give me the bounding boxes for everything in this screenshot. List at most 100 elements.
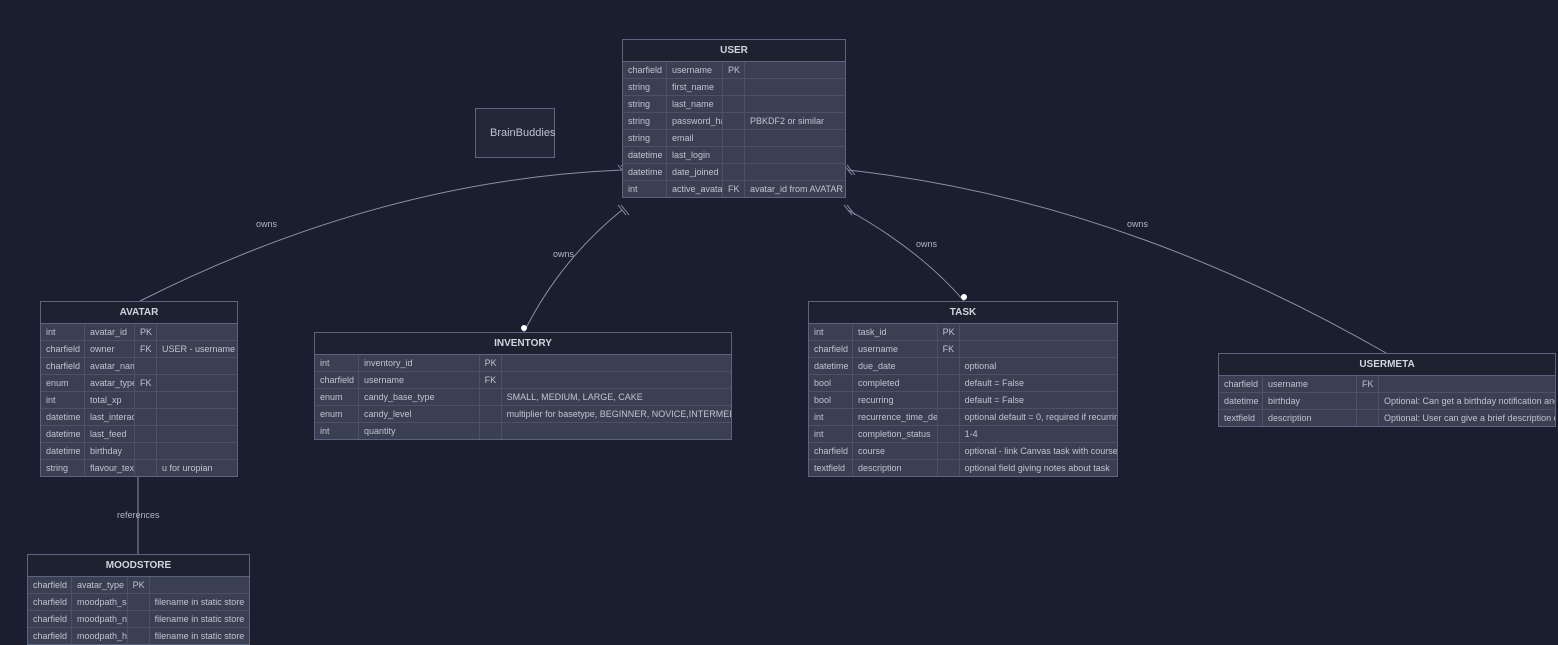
cell-note: default = False: [960, 375, 1117, 391]
entity-row[interactable]: boolcompleteddefault = False: [809, 375, 1117, 392]
cell-name: candy_level: [359, 406, 480, 422]
cell-note: USER - username: [157, 341, 237, 357]
entity-inventory[interactable]: INVENTORYintinventory_idPKcharfieldusern…: [314, 332, 732, 440]
entity-row[interactable]: inttotal_xp: [41, 392, 237, 409]
cell-key: [723, 96, 745, 112]
cell-type: charfield: [1219, 376, 1263, 392]
cell-type: string: [623, 79, 667, 95]
entity-row[interactable]: datetimedate_joined: [623, 164, 845, 181]
entity-row[interactable]: stringlast_name: [623, 96, 845, 113]
cell-type: enum: [41, 375, 85, 391]
entity-row[interactable]: textfielddescriptionoptional field givin…: [809, 460, 1117, 476]
entity-avatar[interactable]: AVATARintavatar_idPKcharfieldownerFKUSER…: [40, 301, 238, 477]
entity-row[interactable]: intcompletion_status1-4: [809, 426, 1117, 443]
entity-row[interactable]: charfieldusernameFK: [315, 372, 731, 389]
entity-row[interactable]: charfieldusernameFK: [1219, 376, 1555, 393]
cell-key: [480, 389, 502, 405]
entity-row[interactable]: datetimelast_login: [623, 147, 845, 164]
entity-row[interactable]: charfieldavatar_typePK: [28, 577, 249, 594]
entity-row[interactable]: inttask_idPK: [809, 324, 1117, 341]
cell-name: completed: [853, 375, 938, 391]
entity-row[interactable]: datetimebirthday: [41, 443, 237, 460]
cell-note: [502, 423, 731, 439]
cell-key: [938, 392, 960, 408]
cell-type: int: [809, 324, 853, 340]
entity-user[interactable]: USERcharfieldusernamePKstringfirst_names…: [622, 39, 846, 198]
entity-row[interactable]: intrecurrence_time_deltaoptional default…: [809, 409, 1117, 426]
entity-row[interactable]: boolrecurringdefault = False: [809, 392, 1117, 409]
relation-label: owns: [553, 249, 574, 259]
entity-row[interactable]: charfieldusernamePK: [623, 62, 845, 79]
cell-name: recurring: [853, 392, 938, 408]
cell-key: [938, 426, 960, 442]
cell-note: filename in static store: [150, 628, 249, 644]
entity-row[interactable]: charfieldusernameFK: [809, 341, 1117, 358]
cell-key: PK: [938, 324, 960, 340]
entity-row[interactable]: intactive_avatarFKavatar_id from AVATAR …: [623, 181, 845, 197]
entity-row[interactable]: intquantity: [315, 423, 731, 439]
entity-row[interactable]: charfieldcourseoptional - link Canvas ta…: [809, 443, 1117, 460]
cell-name: description: [853, 460, 938, 476]
cell-type: charfield: [623, 62, 667, 78]
cell-key: FK: [135, 375, 157, 391]
entity-row[interactable]: stringpassword_hash PBKDF2 or similar: [623, 113, 845, 130]
entity-row[interactable]: charfieldownerFKUSER - username: [41, 341, 237, 358]
entity-usermeta[interactable]: USERMETAcharfieldusernameFKdatetimebirth…: [1218, 353, 1556, 427]
entity-row[interactable]: stringemail: [623, 130, 845, 147]
cell-type: datetime: [1219, 393, 1263, 409]
entity-row[interactable]: textfielddescriptionOptional: User can g…: [1219, 410, 1555, 426]
entity-row[interactable]: charfieldmoodpath_happyfilename in stati…: [28, 628, 249, 644]
cell-type: datetime: [41, 443, 85, 459]
cell-name: birthday: [85, 443, 135, 459]
cell-name: username: [667, 62, 723, 78]
cell-type: datetime: [623, 164, 667, 180]
cell-note: [157, 426, 237, 442]
cell-note: multiplier for basetype, BEGINNER, NOVIC…: [502, 406, 731, 422]
cell-key: PK: [723, 62, 745, 78]
entity-header: INVENTORY: [315, 333, 731, 355]
cell-type: string: [623, 113, 667, 129]
cell-type: datetime: [41, 409, 85, 425]
cell-name: avatar_id: [85, 324, 135, 340]
cell-note: avatar_id from AVATAR table: [745, 181, 845, 197]
entity-row[interactable]: datetimebirthdayOptional: Can get a birt…: [1219, 393, 1555, 410]
cell-name: quantity: [359, 423, 480, 439]
cell-name: birthday: [1263, 393, 1357, 409]
cell-type: charfield: [28, 594, 72, 610]
entity-row[interactable]: enumcandy_base_typeSMALL, MEDIUM, LARGE,…: [315, 389, 731, 406]
entity-row[interactable]: stringfirst_name: [623, 79, 845, 96]
relation-label: owns: [916, 239, 937, 249]
cell-note: optional field giving notes about task: [960, 460, 1117, 476]
cell-key: PK: [135, 324, 157, 340]
entity-row[interactable]: datetimedue_dateoptional: [809, 358, 1117, 375]
entity-task[interactable]: TASKinttask_idPKcharfieldusernameFKdatet…: [808, 301, 1118, 477]
entity-row[interactable]: charfieldmoodpath_sadfilename in static …: [28, 594, 249, 611]
cell-note: Optional: User can give a brief descript…: [1379, 410, 1555, 426]
entity-header: TASK: [809, 302, 1117, 324]
cell-type: textfield: [1219, 410, 1263, 426]
cell-note: filename in static store: [150, 611, 249, 627]
cell-name: moodpath_happy: [72, 628, 128, 644]
entity-moodstore[interactable]: MOODSTOREcharfieldavatar_typePKcharfield…: [27, 554, 250, 645]
entity-row[interactable]: intavatar_idPK: [41, 324, 237, 341]
entity-row[interactable]: datetimelast_interaction: [41, 409, 237, 426]
cell-note: [157, 443, 237, 459]
cell-key: [723, 164, 745, 180]
cell-key: [723, 79, 745, 95]
entity-row[interactable]: enumcandy_levelmultiplier for basetype, …: [315, 406, 731, 423]
entity-row[interactable]: intinventory_idPK: [315, 355, 731, 372]
entity-row[interactable]: charfieldavatar_name: [41, 358, 237, 375]
cell-key: [128, 628, 150, 644]
cell-type: string: [41, 460, 85, 476]
entity-header: USERMETA: [1219, 354, 1555, 376]
entity-row[interactable]: enumavatar_typeFK: [41, 375, 237, 392]
cell-key: [135, 426, 157, 442]
cell-name: password_hash: [667, 113, 723, 129]
entity-row[interactable]: datetimelast_feed: [41, 426, 237, 443]
entity-row[interactable]: stringflavour_textu for uropian: [41, 460, 237, 476]
cell-type: charfield: [315, 372, 359, 388]
entity-row[interactable]: charfieldmoodpath_neutralfilename in sta…: [28, 611, 249, 628]
cell-type: int: [809, 409, 853, 425]
cell-note: PBKDF2 or similar: [745, 113, 845, 129]
cell-name: last_name: [667, 96, 723, 112]
